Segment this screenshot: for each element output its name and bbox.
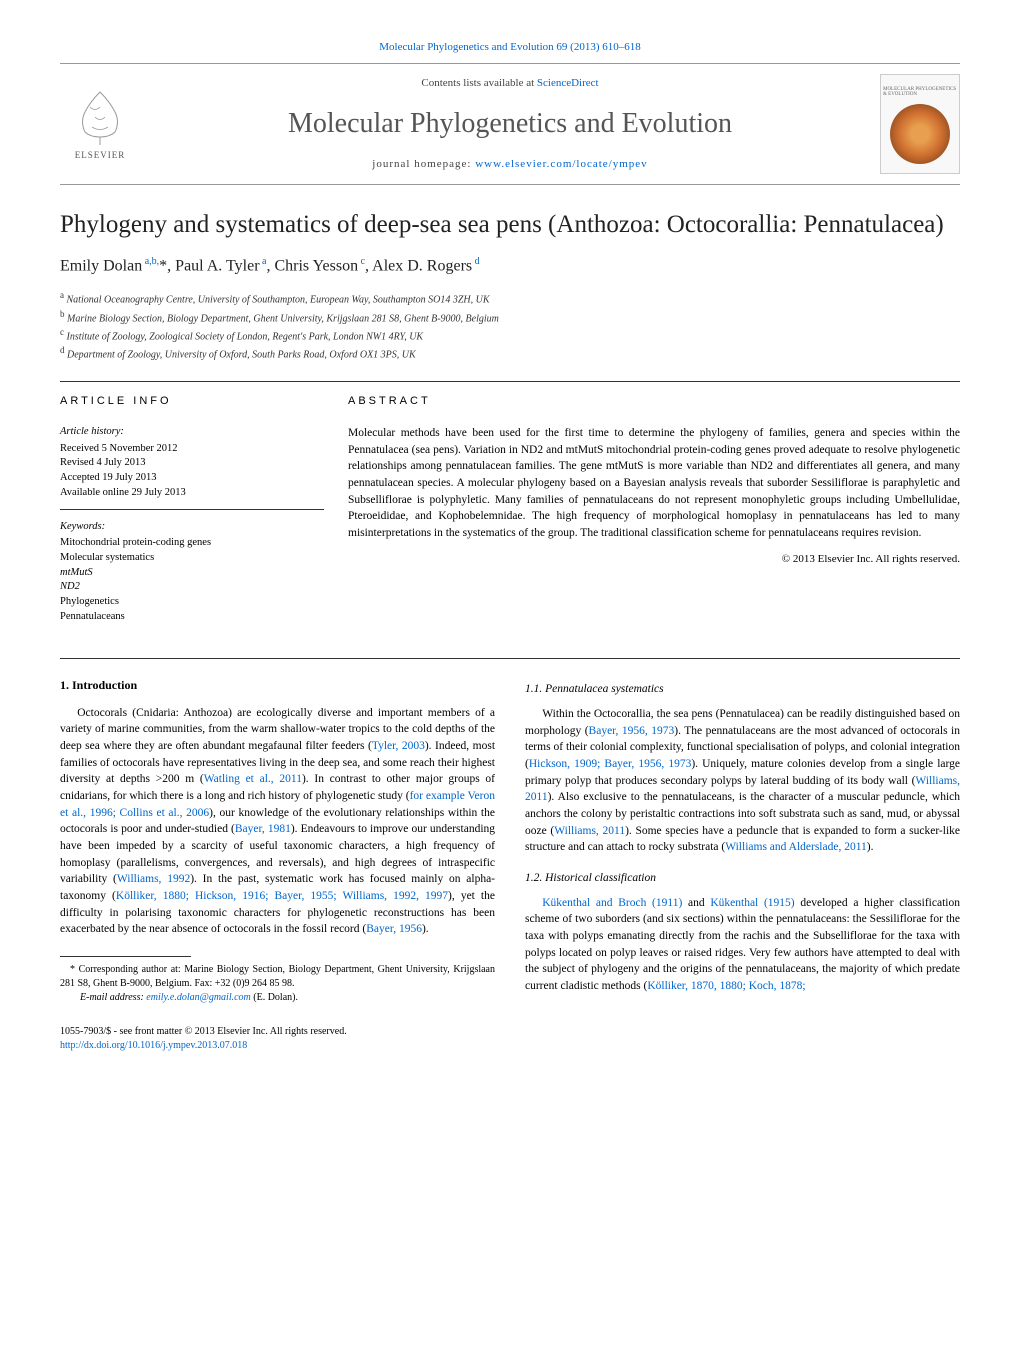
article-history-block: Article history: Received 5 November 201… [60,425,324,509]
keyword-item: Molecular systematics [60,551,324,566]
keyword-item: Phylogenetics [60,595,324,610]
elsevier-tree-icon [70,87,130,147]
journal-banner: ELSEVIER Contents lists available at Sci… [60,63,960,185]
history-line: Received 5 November 2012 [60,442,324,457]
section-1-heading: 1. Introduction [60,677,495,694]
abstract-heading: ABSTRACT [348,394,960,417]
body-right-column: 1.1. Pennatulacea systematics Within the… [525,677,960,1053]
keywords-block: Keywords: Mitochondrial protein-coding g… [60,520,324,625]
sciencedirect-link[interactable]: ScienceDirect [537,77,599,89]
history-line: Revised 4 July 2013 [60,456,324,471]
article-info-column: ARTICLE INFO Article history: Received 5… [60,394,348,635]
body-two-column: 1. Introduction Octocorals (Cnidaria: An… [60,658,960,1053]
affiliation-item: a National Oceanography Centre, Universi… [60,289,960,307]
history-line: Accepted 19 July 2013 [60,471,324,486]
affiliation-list: a National Oceanography Centre, Universi… [60,289,960,362]
footer-doi-link[interactable]: http://dx.doi.org/10.1016/j.ympev.2013.0… [60,1040,247,1051]
intro-paragraph-1: Octocorals (Cnidaria: Anthozoa) are ecol… [60,705,495,938]
keyword-item: mtMutS [60,566,324,581]
corresponding-email-link[interactable]: emily.e.dolan@gmail.com [146,992,250,1003]
body-left-column: 1. Introduction Octocorals (Cnidaria: An… [60,677,495,1053]
keyword-item: Mitochondrial protein-coding genes [60,536,324,551]
journal-title: Molecular Phylogenetics and Evolution [160,104,860,143]
abstract-column: ABSTRACT Molecular methods have been use… [348,394,960,635]
history-line: Available online 29 July 2013 [60,486,324,501]
subsection-1-1-heading: 1.1. Pennatulacea systematics [525,681,960,698]
abstract-text: Molecular methods have been used for the… [348,425,960,542]
running-header-link[interactable]: Molecular Phylogenetics and Evolution 69… [379,41,641,53]
corresponding-author-footnote: * Corresponding author at: Marine Biolog… [60,963,495,991]
contents-available-line: Contents lists available at ScienceDirec… [160,76,860,91]
article-title: Phylogeny and systematics of deep-sea se… [60,209,960,240]
keyword-item: ND2 [60,580,324,595]
affiliation-item: c Institute of Zoology, Zoological Socie… [60,326,960,344]
subsection-1-1-paragraph: Within the Octocorallia, the sea pens (P… [525,706,960,856]
elsevier-logo: ELSEVIER [60,79,140,169]
info-abstract-row: ARTICLE INFO Article history: Received 5… [60,381,960,635]
elsevier-label: ELSEVIER [75,149,126,162]
footer-issn: 1055-7903/$ - see front matter © 2013 El… [60,1025,495,1039]
subsection-1-2-paragraph: Kükenthal and Broch (1911) and Kükenthal… [525,895,960,995]
cover-image-icon [890,104,950,164]
banner-center: Contents lists available at ScienceDirec… [140,76,880,172]
article-info-heading: ARTICLE INFO [60,394,324,417]
footnote-separator [60,956,191,957]
keywords-label: Keywords: [60,520,324,535]
page-footer: 1055-7903/$ - see front matter © 2013 El… [60,1025,495,1053]
author-list: Emily Dolan a,b,*, Paul A. Tyler a, Chri… [60,255,960,278]
affiliation-item: d Department of Zoology, University of O… [60,344,960,362]
affiliation-item: b Marine Biology Section, Biology Depart… [60,308,960,326]
article-history-label: Article history: [60,425,324,440]
running-header: Molecular Phylogenetics and Evolution 69… [60,40,960,55]
subsection-1-2-heading: 1.2. Historical classification [525,870,960,887]
cover-label: MOLECULAR PHYLOGENETICS & EVOLUTION [881,85,959,100]
journal-homepage-link[interactable]: www.elsevier.com/locate/ympev [475,158,647,170]
abstract-copyright: © 2013 Elsevier Inc. All rights reserved… [348,552,960,567]
journal-cover-thumb: MOLECULAR PHYLOGENETICS & EVOLUTION [880,74,960,174]
journal-homepage-line: journal homepage: www.elsevier.com/locat… [160,157,860,172]
keyword-item: Pennatulaceans [60,610,324,625]
email-footnote: E-mail address: emily.e.dolan@gmail.com … [60,991,495,1005]
